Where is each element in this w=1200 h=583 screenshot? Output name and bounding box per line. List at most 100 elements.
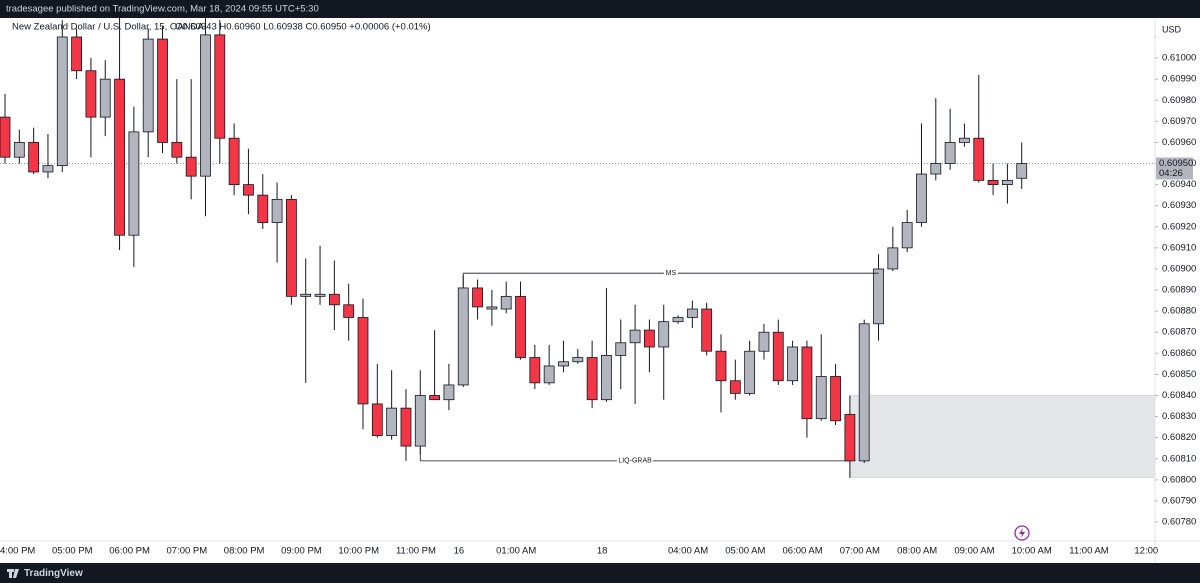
candle-body bbox=[930, 163, 942, 175]
candle-body bbox=[744, 350, 756, 394]
candle-body bbox=[830, 376, 841, 422]
candle-body bbox=[973, 137, 985, 181]
x-tick-label: 12:00 bbox=[1134, 546, 1158, 557]
candle-body bbox=[185, 156, 197, 177]
footer-logo bbox=[7, 569, 19, 578]
y-tick-label: 0.60780 bbox=[1162, 517, 1196, 528]
x-tick-label: 05:00 PM bbox=[52, 546, 93, 557]
candle-body bbox=[214, 34, 226, 139]
candle-body bbox=[758, 331, 770, 352]
y-tick-label: 0.60980 bbox=[1162, 95, 1196, 106]
x-tick-label: 06:00 AM bbox=[783, 546, 823, 557]
candle-body bbox=[71, 36, 82, 72]
candle-body bbox=[285, 198, 297, 297]
candle-body bbox=[1002, 179, 1013, 186]
candle-body bbox=[429, 395, 441, 401]
candle-body bbox=[486, 306, 498, 310]
candle-body bbox=[157, 38, 168, 143]
y-tick-label: 0.60970 bbox=[1162, 116, 1196, 127]
candle-body bbox=[200, 34, 211, 177]
legend-ohlc: O0.60943 H0.60960 L0.60938 C0.60950 +0.0… bbox=[175, 22, 431, 33]
candle-body bbox=[529, 357, 541, 384]
candle-body bbox=[42, 165, 54, 173]
candle-body bbox=[844, 414, 856, 462]
annotation-label-bg bbox=[663, 268, 678, 279]
candle-body bbox=[457, 287, 469, 386]
candle-body bbox=[873, 268, 884, 325]
footer: TradingView bbox=[24, 568, 83, 579]
y-tick-label: 0.60880 bbox=[1162, 306, 1196, 317]
y-tick-label: 0.60800 bbox=[1162, 474, 1196, 485]
candle-body bbox=[959, 137, 970, 143]
x-tick-label: 05:00 AM bbox=[725, 546, 765, 557]
last-price-label: 0.60950 bbox=[1159, 158, 1193, 169]
candle-body bbox=[328, 293, 340, 306]
x-tick-label: 08:00 PM bbox=[224, 546, 265, 557]
candle-body bbox=[99, 78, 111, 118]
candle-body bbox=[142, 38, 154, 133]
x-tick-label: 18 bbox=[597, 546, 608, 557]
y-tick-label: 0.60940 bbox=[1162, 179, 1196, 190]
candle-body bbox=[128, 131, 140, 236]
candle-body bbox=[686, 308, 698, 318]
candle-body bbox=[572, 357, 584, 363]
candle-body bbox=[271, 198, 283, 223]
candle-body bbox=[815, 376, 827, 420]
candle-body bbox=[801, 346, 813, 420]
annotation-label: MS bbox=[666, 270, 677, 277]
annotation-label-bg bbox=[617, 455, 654, 466]
candle-body bbox=[558, 361, 569, 367]
axes: 0.60780 0.60790 0.60800 0.60810 0.60820 0.608… bbox=[0, 31, 1196, 556]
x-tick-label: 07:00 AM bbox=[840, 546, 880, 557]
x-tick-label: 11:00 PM bbox=[396, 546, 436, 557]
y-tick-label: 0.60900 bbox=[1162, 263, 1196, 274]
x-tick-label: 09:00 AM bbox=[954, 546, 994, 557]
event-icon[interactable] bbox=[1014, 525, 1030, 541]
footer-bar bbox=[0, 563, 1200, 583]
y-tick-label: 0.60820 bbox=[1162, 432, 1196, 443]
y-tick-label: 0.60930 bbox=[1162, 200, 1196, 211]
candle-body bbox=[400, 407, 412, 447]
y-tick-label: 0.60850 bbox=[1162, 369, 1196, 380]
header: tradesagee published on TradingView.com,… bbox=[6, 4, 319, 15]
candle-body bbox=[0, 116, 11, 158]
y-tick-label: 0.61000 bbox=[1162, 53, 1196, 64]
y-tick-label: 0.60910 bbox=[1162, 242, 1196, 253]
legend-symbol: New Zealand Dollar / U.S. Dollar, 15, OA… bbox=[12, 22, 204, 33]
candle-body bbox=[901, 222, 913, 249]
x-tick-label: 07:00 PM bbox=[167, 546, 208, 557]
x-tick-label: 16 bbox=[454, 546, 465, 557]
currency-box bbox=[1156, 18, 1200, 42]
candle-body bbox=[944, 142, 956, 164]
candle-body bbox=[243, 184, 254, 196]
candle-body bbox=[629, 329, 641, 344]
y-tick-label: 0.60890 bbox=[1162, 285, 1196, 296]
candle-body bbox=[987, 179, 999, 186]
last-price-box bbox=[1156, 157, 1193, 180]
candle-body bbox=[1016, 163, 1028, 179]
candle-body bbox=[715, 350, 727, 382]
candle-body bbox=[729, 380, 741, 394]
x-tick-label: 11:00 AM bbox=[1069, 546, 1109, 557]
x-tick-label: 04:00 PM bbox=[0, 546, 35, 557]
candle-body bbox=[615, 342, 627, 356]
x-tick-label: 06:00 PM bbox=[109, 546, 150, 557]
candle-body bbox=[601, 355, 612, 401]
plot-area: MS LIQ-GRAB bbox=[0, 18, 1155, 479]
candle-body bbox=[916, 173, 927, 223]
annotation-label: LIQ-GRAB bbox=[618, 458, 652, 465]
y-tick-label: 0.60790 bbox=[1162, 495, 1196, 506]
currency: USD bbox=[1162, 24, 1182, 34]
candle-body bbox=[28, 142, 40, 173]
candle-body bbox=[772, 331, 784, 382]
candle-body bbox=[858, 323, 870, 462]
candle-body bbox=[13, 142, 25, 158]
candle-body bbox=[114, 78, 125, 236]
candle-body bbox=[228, 137, 240, 186]
event-icon-bolt bbox=[1019, 528, 1025, 538]
header-bar bbox=[0, 0, 1200, 18]
candle-body bbox=[543, 365, 555, 384]
candle-body bbox=[515, 295, 526, 358]
candle-body bbox=[414, 395, 426, 447]
